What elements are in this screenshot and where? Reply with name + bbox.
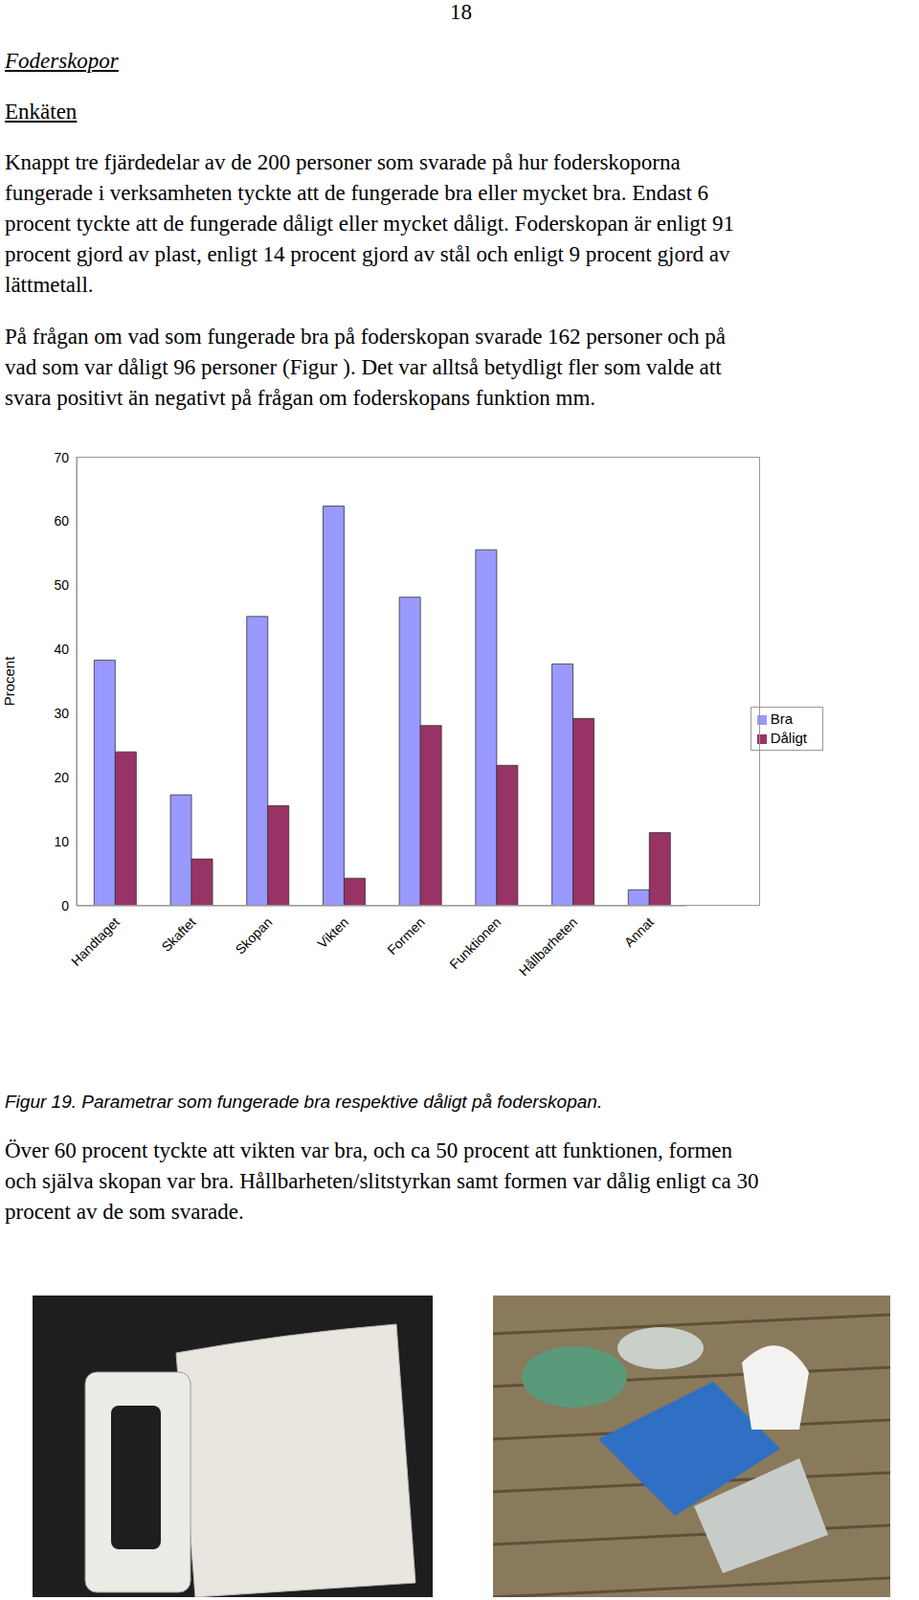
html-text:Över 60 procent tyckte att vik: Över 60 procent tyckte att vikten var br… — [4, 1138, 733, 1163]
svg-text:Skaftet: Skaftet — [158, 914, 200, 955]
svg-text:Funktionen: Funktionen — [446, 914, 504, 972]
html-text:Dåligt: Dåligt — [770, 728, 807, 746]
svg-text:20: 20 — [53, 769, 69, 785]
svg-text:Procent: Procent — [7, 655, 18, 707]
html-text:vad som var dåligt 96 personer: vad som var dåligt 96 personer (Figur ).… — [4, 355, 722, 380]
html-text:Figur 19. Parametrar som funge: Figur 19. Parametrar som fungerade bra r… — [4, 1091, 603, 1112]
svg-text:Annat: Annat — [621, 914, 657, 950]
svg-text:Vikten: Vikten — [313, 914, 352, 952]
html-text:procent av de som svarade.: procent av de som svarade. — [4, 1199, 244, 1224]
html-text:18: 18 — [449, 0, 472, 24]
svg-text:Formen: Formen — [383, 914, 427, 958]
svg-text:0: 0 — [61, 897, 69, 914]
html-text:fungerade i verksamheten tyckt: fungerade i verksamheten tyckte att de f… — [4, 180, 709, 205]
html-text:och själva skopan var bra. Hål: och själva skopan var bra. Hållbarheten/… — [4, 1168, 759, 1193]
svg-text:60: 60 — [53, 513, 69, 529]
html-text:procent tyckte att de fungerad: procent tyckte att de fungerade dåligt e… — [4, 211, 735, 236]
svg-text:Handtaget: Handtaget — [67, 914, 123, 969]
html-text:Knappt tre fjärdedelar av de 2: Knappt tre fjärdedelar av de 200 persone… — [4, 150, 681, 175]
html-text:svara positivt än negativt på: svara positivt än negativt på frågan om … — [4, 385, 596, 410]
svg-text:Hållbarheten: Hållbarheten — [515, 914, 581, 979]
svg-text:Skopan: Skopan — [231, 914, 275, 958]
svg-text:70: 70 — [53, 449, 69, 466]
svg-text:50: 50 — [53, 577, 69, 593]
html-text:På frågan om vad som fungerade: På frågan om vad som fungerade bra på fo… — [4, 324, 726, 349]
html-text:Foderskopor: Foderskopor — [4, 48, 119, 73]
html-text:procent gjord av plast, enligt: procent gjord av plast, enligt 14 procen… — [4, 242, 730, 267]
html-text:Enkäten: Enkäten — [4, 99, 77, 124]
html-text:lättmetall.: lättmetall. — [4, 272, 94, 297]
svg-text:10: 10 — [53, 833, 69, 850]
svg-text:40: 40 — [53, 641, 69, 657]
html-text:Bra: Bra — [770, 709, 793, 727]
svg-text:30: 30 — [53, 705, 69, 721]
